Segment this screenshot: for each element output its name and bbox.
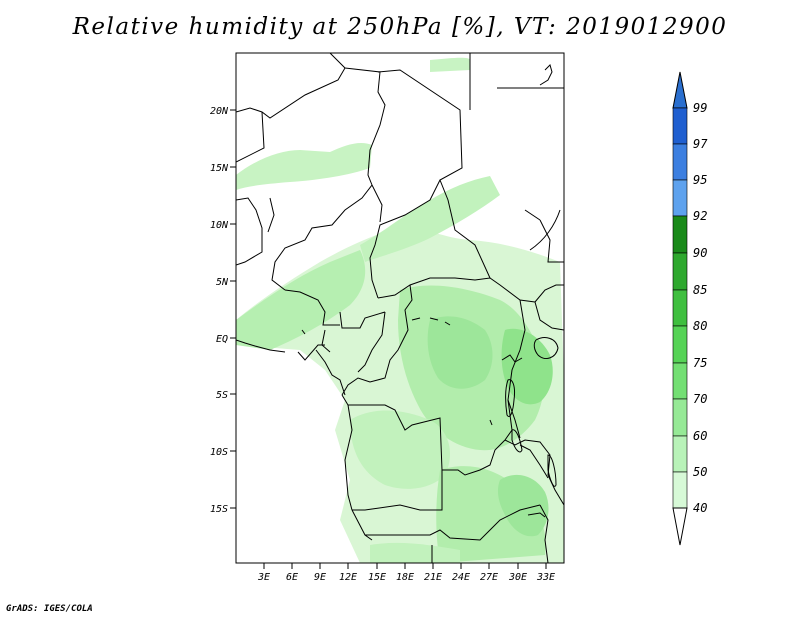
colorbar-box-92 [672,215,688,254]
colorbar-box-70 [672,398,688,437]
colorbar-label-85: 85 [693,283,707,297]
lat-label-5s: 5S [216,390,228,401]
map-frame [235,52,565,564]
humidity-shading [236,57,564,563]
lon-label-6e: 6E [286,572,298,583]
colorbar-label-92: 92 [693,209,707,223]
lat-label-10s: 10S [210,447,228,458]
colorbar-label-90: 90 [693,246,707,260]
lon-label-12e: 12E [339,572,357,583]
lon-label-24e: 24E [452,572,470,583]
colorbar-label-60: 60 [693,429,707,443]
lat-label-10n: 10N [210,220,229,231]
colorbar-bottom-arrow [672,507,688,546]
lon-label-9e: 9E [314,572,326,583]
colorbar-label-97: 97 [693,137,708,151]
lakes [301,64,559,518]
lat-label-15n: 15N [210,163,229,174]
lat-label-eq: EQ [216,334,228,345]
colorbar-box-95 [672,179,688,217]
colorbar-label-95: 95 [693,173,707,187]
colorbar-box-97 [672,143,688,181]
colorbar-label-70: 70 [693,392,707,406]
longitude-axis: 3E 6E 9E 12E 15E 18E 21E 24E 27E 30E 33E [257,563,555,583]
colorbar-box-80 [672,325,688,364]
lon-label-27e: 27E [480,572,498,583]
lon-label-33e: 33E [536,572,555,583]
latitude-axis: 20N 15N 10N 5N EQ 5S 10S 15S [210,106,236,515]
lon-label-15e: 15E [368,572,386,583]
colorbar-label-75: 75 [693,356,707,370]
colorbar-box-75 [672,362,688,400]
colorbar: 99 97 95 92 90 85 80 75 70 60 50 40 [672,71,708,546]
lon-label-21e: 21E [424,572,442,583]
colorbar-box-90 [672,252,688,291]
colorbar-box-60 [672,435,688,473]
country-borders [236,53,564,563]
lon-label-18e: 18E [396,572,414,583]
grads-credit: GrADS: IGES/COLA [6,604,93,614]
colorbar-box-99 [672,107,688,145]
colorbar-box-50 [672,471,688,509]
map-title: Relative humidity at 250hPa [%], VT: 201… [72,14,728,40]
colorbar-label-99: 99 [693,101,707,115]
lon-label-30e: 30E [508,572,527,583]
colorbar-top-arrow [672,71,688,109]
lat-label-15s: 15S [210,504,228,515]
colorbar-label-40: 40 [693,501,707,515]
lat-label-20n: 20N [210,106,229,117]
lat-label-5n: 5N [216,277,229,288]
lon-label-3e: 3E [257,572,270,583]
colorbar-box-85 [672,289,688,327]
colorbar-label-80: 80 [693,319,707,333]
colorbar-label-50: 50 [693,465,707,479]
